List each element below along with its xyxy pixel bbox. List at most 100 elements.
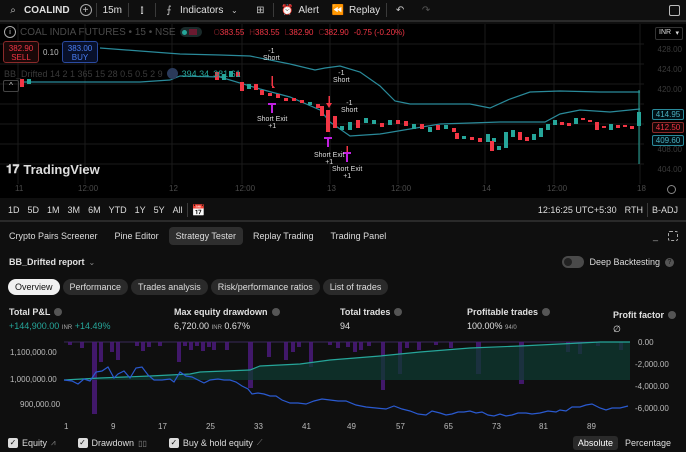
x-tick: 17 xyxy=(158,422,167,431)
time-label: 12:00 xyxy=(547,184,568,193)
range-ytd[interactable]: YTD xyxy=(108,205,127,215)
alarm-icon: ⏰ xyxy=(281,4,294,16)
redo-button[interactable]: ↷ xyxy=(413,0,439,21)
equity-line-icon: ⩘ xyxy=(51,438,56,447)
tab-crypto-pairs-screener[interactable]: Crypto Pairs Screener xyxy=(9,231,98,241)
maximize-icon[interactable] xyxy=(668,231,678,241)
alert-button[interactable]: ⏰ Alert xyxy=(274,0,325,21)
chevron-down-icon[interactable]: ⌄ xyxy=(231,5,238,15)
absolute-button[interactable]: Absolute xyxy=(572,436,618,450)
percentage-button[interactable]: Percentage xyxy=(624,438,671,448)
time-label: 12:00 xyxy=(391,184,412,193)
metric-value: ∅ xyxy=(613,324,621,334)
x-tick: 9 xyxy=(111,422,116,431)
axis-label: 900,000.00 xyxy=(20,400,61,409)
adjustment-button[interactable]: B-ADJ xyxy=(651,205,678,215)
indicator-legend[interactable]: BB_Drifted 14 2 1 365 15 28 0.5 0.5 2 9 … xyxy=(4,68,241,79)
symbol-title: COAL INDIA FUTURES • 15 • NSE xyxy=(20,26,176,38)
price-chart[interactable]: i COAL INDIA FUTURES • 15 • NSE O383.55 … xyxy=(0,24,686,198)
info-icon[interactable] xyxy=(271,308,280,316)
x-tick: 89 xyxy=(587,422,596,431)
replay-icon: ⏪ xyxy=(331,4,345,16)
indicators-button[interactable]: ⨍ Indicators ⌄ xyxy=(156,0,247,21)
bb-upper-tag: 414.95 xyxy=(652,109,684,120)
minimize-icon[interactable]: _ xyxy=(652,231,658,241)
subtab-risk-ratios[interactable]: Risk/performance ratios xyxy=(210,279,320,295)
price-axis[interactable]: INR ▾ 428.00 424.00 420.00 408.00 404.00 … xyxy=(644,24,686,198)
add-symbol-icon[interactable]: + xyxy=(79,4,92,16)
search-icon: ⌕ xyxy=(10,4,16,16)
report-selector[interactable]: BB_Drifted report ⌄ xyxy=(9,257,95,267)
interval-label: 15m xyxy=(102,4,123,16)
x-tick: 33 xyxy=(254,422,263,431)
range-1m[interactable]: 1M xyxy=(47,205,60,215)
clock[interactable]: 12:16:25 UTC+5:30 xyxy=(537,205,617,215)
trade-annotation: Short Exit +1 xyxy=(314,152,345,166)
range-1d[interactable]: 1D xyxy=(8,205,20,215)
tab-strategy-tester[interactable]: Strategy Tester xyxy=(168,227,243,245)
info-icon[interactable] xyxy=(54,308,63,316)
buyhold-checkbox[interactable]: ✓ Buy & hold equity ⟋ xyxy=(168,438,263,448)
equity-checkbox[interactable]: ✓ Equity ⩘ xyxy=(8,438,56,448)
time-label: 14 xyxy=(482,184,491,193)
subtab-performance[interactable]: Performance xyxy=(62,279,129,295)
time-label: 11 xyxy=(15,184,24,193)
info-icon[interactable] xyxy=(668,311,677,319)
fullscreen-button[interactable] xyxy=(663,0,686,21)
tab-replay-trading[interactable]: Replay Trading xyxy=(252,231,314,241)
subtab-list-of-trades[interactable]: List of trades xyxy=(322,279,389,295)
metric-total-trades: Total trades 94 xyxy=(340,307,403,331)
time-label: 18 xyxy=(637,184,646,193)
x-tick: 49 xyxy=(347,422,356,431)
collapse-legend-button[interactable]: ^ xyxy=(3,80,19,92)
price-label: 404.00 xyxy=(657,165,682,174)
axis-label: 1,100,000.00 xyxy=(10,348,57,357)
symbol-search[interactable]: ⌕ COALIND xyxy=(0,0,76,21)
range-3m[interactable]: 3M xyxy=(67,205,81,215)
settings-icon[interactable] xyxy=(667,185,676,194)
range-6m[interactable]: 6M xyxy=(88,205,101,215)
info-icon[interactable] xyxy=(394,308,403,316)
metric-value: 6,720.00 xyxy=(174,321,210,331)
x-tick: 57 xyxy=(396,422,405,431)
date-range-bar: 1D 5D 1M 3M 6M YTD 1Y 5Y All 📅 12:16:25 … xyxy=(0,200,686,222)
undo-icon: ↶ xyxy=(395,4,405,16)
interval-button[interactable]: 15m xyxy=(97,0,128,21)
indicators-icon: ⨍ xyxy=(166,4,172,16)
indicators-label: Indicators xyxy=(180,4,224,16)
layouts-button[interactable]: ⊞ xyxy=(247,0,273,21)
range-1y[interactable]: 1Y xyxy=(134,205,146,215)
subtab-overview[interactable]: Overview xyxy=(8,279,60,295)
chart-type-button[interactable]: ⫾ xyxy=(129,0,155,21)
range-all[interactable]: All xyxy=(172,205,183,215)
session-button[interactable]: RTH xyxy=(624,205,643,215)
replay-button[interactable]: ⏪ Replay xyxy=(325,0,386,21)
drawdown-checkbox[interactable]: ✓ Drawdown ▯▯ xyxy=(77,438,147,448)
bottom-panel-tabs: Crypto Pairs Screener Pine Editor Strate… xyxy=(0,224,686,248)
subtab-trades-analysis[interactable]: Trades analysis xyxy=(131,279,208,295)
time-label: 13 xyxy=(327,184,336,193)
goto-date-icon[interactable]: 📅 xyxy=(191,204,206,217)
sell-price: 382.90 xyxy=(8,44,34,53)
info-icon[interactable] xyxy=(542,308,551,316)
sell-button[interactable]: 382.90 SELL xyxy=(3,41,39,63)
undo-button[interactable]: ↶ xyxy=(387,0,413,21)
price-label: 424.00 xyxy=(657,65,682,74)
tab-trading-panel[interactable]: Trading Panel xyxy=(330,231,387,241)
tab-pine-editor[interactable]: Pine Editor xyxy=(114,231,159,241)
range-5y[interactable]: 5Y xyxy=(153,205,165,215)
metric-label: Total P&L xyxy=(9,307,51,317)
metric-label: Max equity drawdown xyxy=(174,307,268,317)
deep-backtesting-toggle[interactable] xyxy=(562,256,585,268)
x-tick: 41 xyxy=(302,422,311,431)
help-icon[interactable]: ? xyxy=(665,257,674,267)
data-window-icon[interactable] xyxy=(166,68,178,79)
divider xyxy=(646,203,648,217)
currency-select[interactable]: INR ▾ xyxy=(655,27,683,40)
buy-button[interactable]: 383.00 BUY xyxy=(62,41,98,63)
equity-chart[interactable]: 1,100,000.00 1,000,000.00 900,000.00 0.0… xyxy=(0,338,686,431)
range-5d[interactable]: 5D xyxy=(27,205,40,215)
alert-label: Alert xyxy=(298,4,319,16)
time-axis[interactable]: 11 12:00 12 12:00 13 12:00 14 12:00 18 xyxy=(0,184,646,198)
market-status-icon xyxy=(179,27,202,37)
